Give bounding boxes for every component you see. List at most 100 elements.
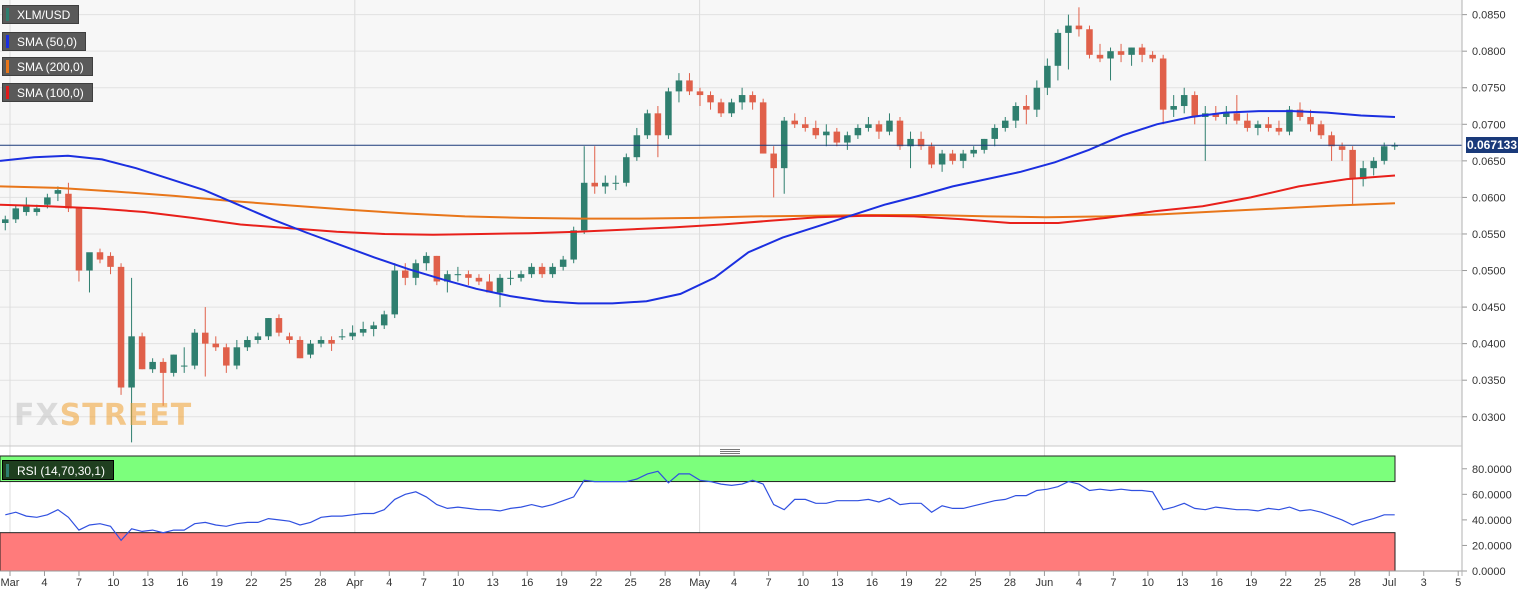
date-tick-label: 25 xyxy=(280,577,292,589)
candle-body xyxy=(202,332,209,344)
legend-xlmusd[interactable]: XLM/USD xyxy=(2,5,80,24)
date-tick-label: 5 xyxy=(1455,577,1461,589)
candle-body xyxy=(812,127,820,136)
candle-body xyxy=(1307,116,1314,125)
date-tick-label: 13 xyxy=(142,577,154,589)
candle-body xyxy=(823,131,830,136)
candle-body xyxy=(875,124,883,132)
candle-body xyxy=(286,336,293,340)
candle-body xyxy=(265,318,272,337)
candle-body xyxy=(854,127,862,136)
legend-sma200[interactable]: SMA (200,0) xyxy=(2,57,93,76)
date-tick-label: 4 xyxy=(41,577,47,589)
candle-body xyxy=(665,91,672,136)
date-tick-label: 19 xyxy=(1245,577,1257,589)
date-tick-label: 28 xyxy=(1004,577,1016,589)
candle-body xyxy=(1002,120,1009,128)
candle-body xyxy=(1149,54,1156,59)
date-tick-label: 13 xyxy=(1176,577,1188,589)
date-tick-label: 25 xyxy=(1314,577,1326,589)
candle-body xyxy=(707,95,714,103)
date-tick-label: Jun xyxy=(1036,577,1054,589)
date-tick-label: 28 xyxy=(314,577,326,589)
rsi-tick-label: 0.0000 xyxy=(1472,566,1506,578)
price-tick-label: 0.0450 xyxy=(1472,302,1506,314)
price-tick-label: 0.0800 xyxy=(1472,46,1506,58)
candle-body xyxy=(938,153,946,165)
rsi-tick-label: 20.0000 xyxy=(1472,540,1512,552)
candle-body xyxy=(1033,87,1041,110)
candle-body xyxy=(23,204,30,213)
candle-body xyxy=(1107,51,1114,59)
candle-body xyxy=(528,266,535,275)
candle-body xyxy=(686,80,693,92)
price-tick-label: 0.0600 xyxy=(1472,192,1506,204)
candle-body xyxy=(391,270,398,315)
price-tick-label: 0.0650 xyxy=(1472,156,1506,168)
candle-body xyxy=(1349,149,1356,180)
date-tick-label: 25 xyxy=(625,577,637,589)
candle-body xyxy=(1223,113,1230,117)
rsi-tick-label: 40.0000 xyxy=(1472,515,1512,527)
legend-label: SMA (100,0) xyxy=(17,86,84,100)
candle-body xyxy=(802,124,809,128)
date-tick-label: 4 xyxy=(386,577,392,589)
date-tick-label: 22 xyxy=(590,577,602,589)
date-axis[interactable]: Mar 4 7 10 13 16 19 22 25 28 Apr 4 7 10 13 16 19 22 25 28 Ma… xyxy=(0,570,1462,589)
date-tick-label: 10 xyxy=(1142,577,1154,589)
candle-body xyxy=(180,365,188,367)
price-axis[interactable]: 0.0850 0.0800 0.0750 0.0700 0.0650 0.0600 0.05… xyxy=(1462,10,1506,424)
legend-sma50[interactable]: SMA (50,0) xyxy=(2,32,87,51)
candle-body xyxy=(370,325,377,330)
date-tick-label: 25 xyxy=(969,577,981,589)
rsi-oversold-zone xyxy=(0,532,1396,572)
candle-body xyxy=(865,124,872,128)
date-tick-label: Jul xyxy=(1382,577,1396,589)
candle-body xyxy=(244,339,251,348)
legend-rsi[interactable]: RSI (14,70,30,1) xyxy=(2,460,115,480)
candle-body xyxy=(1380,146,1388,161)
date-tick-label: 22 xyxy=(935,577,947,589)
price-tick-label: 0.0500 xyxy=(1472,266,1506,278)
candle-body xyxy=(486,281,493,293)
date-tick-label: 16 xyxy=(866,577,878,589)
candle-body xyxy=(1054,32,1062,66)
rsi-axis[interactable]: 80.0000 60.0000 40.0000 20.0000 0.0000 xyxy=(1462,464,1512,578)
candle-body xyxy=(728,102,735,114)
candle-body xyxy=(223,347,230,366)
price-tick-label: 0.0350 xyxy=(1472,375,1506,387)
candle-body xyxy=(254,336,262,340)
candle-body xyxy=(317,339,325,344)
price-tick-label: 0.0550 xyxy=(1472,229,1506,241)
candle-body xyxy=(107,255,114,267)
date-tick-label: 7 xyxy=(766,577,772,589)
date-tick-label: 10 xyxy=(797,577,809,589)
legend-sma100[interactable]: SMA (100,0) xyxy=(2,83,93,102)
date-tick-label: 19 xyxy=(211,577,223,589)
price-tick-label: 0.0300 xyxy=(1472,412,1506,424)
candle-body xyxy=(959,153,967,161)
date-tick-label: 19 xyxy=(900,577,912,589)
candle-body xyxy=(423,255,430,264)
panel-resize-handle[interactable] xyxy=(720,448,740,455)
candle-body xyxy=(1012,106,1020,121)
candle-body xyxy=(791,120,798,125)
candle-body xyxy=(170,354,177,373)
candle-body xyxy=(1370,160,1377,169)
candle-body xyxy=(696,91,704,96)
candle-body xyxy=(1391,145,1398,147)
candle-body xyxy=(2,219,9,223)
candle-body xyxy=(296,339,304,359)
candle-body xyxy=(191,332,198,366)
candle-body xyxy=(580,182,588,231)
candle-body xyxy=(749,95,756,103)
candle-body xyxy=(402,270,409,278)
rsi-tick-label: 80.0000 xyxy=(1472,464,1512,476)
candle-body xyxy=(917,138,925,147)
candle-body xyxy=(1170,106,1177,110)
candle-body xyxy=(654,113,662,136)
candle-body xyxy=(1359,168,1367,180)
candle-body xyxy=(349,332,356,337)
date-tick-label: May xyxy=(689,577,710,589)
